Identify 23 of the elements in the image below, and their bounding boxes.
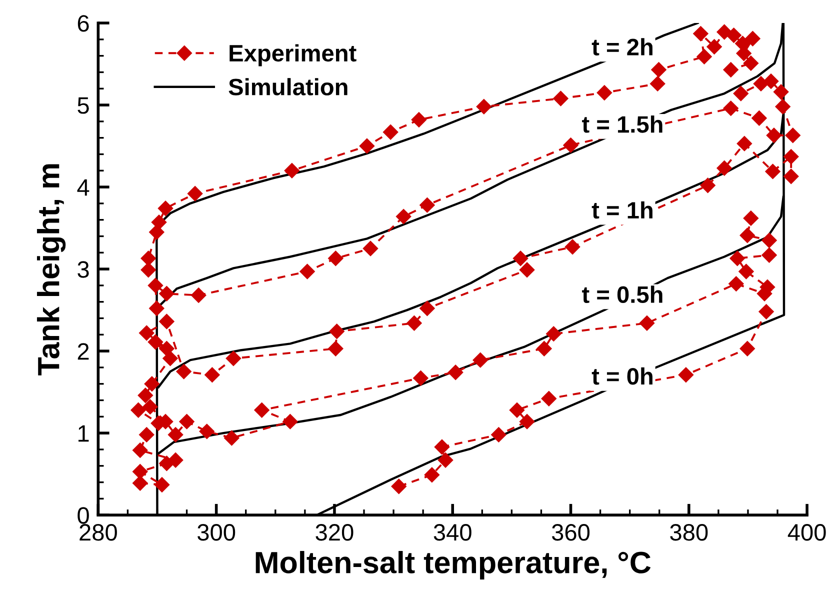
x-tick-label: 380 <box>670 524 708 541</box>
annotation: t = 0h <box>592 367 652 385</box>
annotation: t = 1.5h <box>582 115 662 133</box>
x-tick-label: 300 <box>198 524 236 541</box>
x-tick-label: 360 <box>552 524 590 541</box>
x-axis-title: Molten-salt temperature, °C <box>256 550 651 580</box>
y-tick-label: 0 <box>78 507 89 524</box>
y-tick-label: 3 <box>78 261 89 278</box>
y-tick-label: 5 <box>78 97 89 114</box>
legend-label: Experiment <box>230 44 356 66</box>
x-tick-label: 280 <box>80 524 117 541</box>
annotation: t = 1h <box>592 201 652 219</box>
y-tick-label: 2 <box>78 343 89 360</box>
y-tick-label: 1 <box>78 425 89 442</box>
y-axis-title: Tank height, m <box>36 164 66 376</box>
annotation: t = 0.5h <box>582 286 662 304</box>
y-tick-label: 4 <box>77 179 90 196</box>
x-tick-label: 320 <box>316 524 354 541</box>
x-tick-label: 340 <box>434 524 472 541</box>
annotation: t = 2h <box>592 38 652 56</box>
legend-label: Simulation <box>228 78 348 96</box>
x-tick-label: 400 <box>788 524 826 541</box>
y-tick-label: 6 <box>78 15 89 32</box>
